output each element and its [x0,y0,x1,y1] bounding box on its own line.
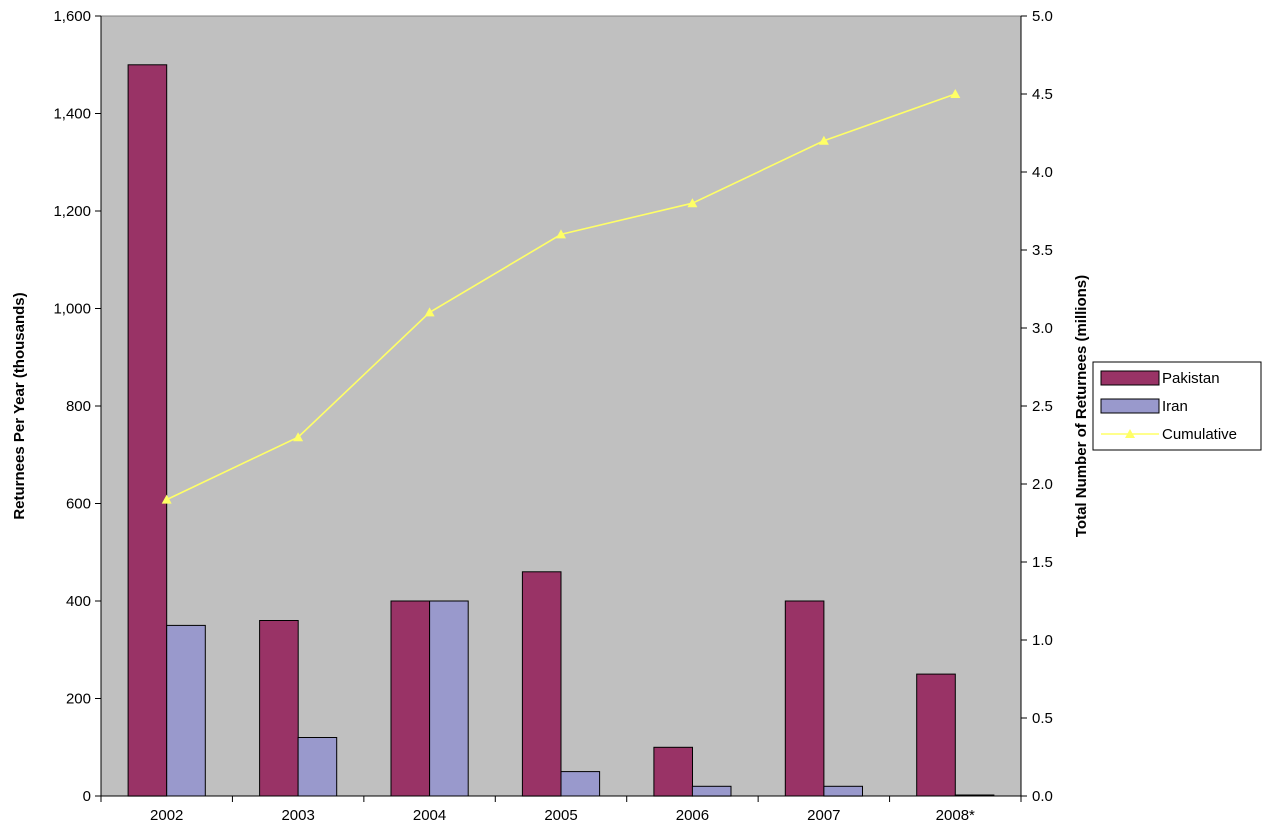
x-tick-label-2005: 2005 [544,807,577,824]
y2-axis-ticks: 0.0 0.5 1.0 1.5 2.0 2.5 3.0 3.5 4.0 4.5 5.0 [1021,8,1053,805]
y2-tick-label: 4.0 [1032,164,1053,181]
legend: Pakistan Iran Cumulative [1092,361,1262,451]
bar-iran-2004 [429,600,469,797]
legend-marker-cumulative [1125,429,1135,438]
y-tick-label: 400 [66,593,91,610]
bar-iran-2006 [691,785,732,797]
bar-iran-2005 [560,771,601,797]
bar-pakistan-2003 [259,620,299,797]
y-tick-label: 1,200 [53,203,91,220]
marker-cumulative-2005 [556,229,566,239]
marker-cumulative-2002 [161,494,172,504]
y2-tick-label: 1.5 [1032,554,1053,571]
y-tick-label: 1,000 [53,301,91,318]
bar-pakistan-2005 [521,571,562,797]
bars-layer [127,64,995,797]
y2-tick-label: 3.0 [1032,320,1053,337]
x-tick-label-2004: 2004 [413,807,446,824]
marker-cumulative-2006 [687,198,698,208]
bar-pakistan-2004 [390,600,431,797]
y2-tick-label: 5.0 [1032,8,1053,25]
bar-pakistan-2007 [784,600,825,797]
x-tick-label-2007: 2007 [807,807,840,824]
bar-iran-2003 [297,737,338,797]
bar-pakistan-2008 [916,673,956,797]
x-tick-label-2002: 2002 [150,807,183,824]
legend-label-pakistan: Pakistan [1162,370,1220,387]
legend-swatch-iran [1100,398,1160,414]
y-tick-label: 1,600 [53,8,91,25]
bar-iran-2007 [823,785,864,797]
y-tick-label: 800 [66,398,91,415]
marker-cumulative-2003 [293,432,304,442]
y2-tick-label: 0.5 [1032,710,1053,727]
y2-tick-label: 1.0 [1032,632,1053,649]
y2-axis-title: Total Number of Returnees (millions) [1073,275,1090,537]
x-tick-label-2003: 2003 [281,807,314,824]
y2-tick-label: 2.5 [1032,398,1053,415]
marker-cumulative-2004 [424,307,435,317]
legend-swatch-pakistan [1100,370,1160,386]
y-tick-label: 1,400 [53,106,91,123]
y-axis-ticks: 0 200 400 600 800 1,000 1,200 1,400 1,600 [53,8,101,805]
y2-tick-label: 0.0 [1032,788,1053,805]
cumulative-line-layer [161,89,961,504]
bar-pakistan-2002 [127,64,168,797]
y2-tick-label: 3.5 [1032,242,1053,259]
y-axis-title: Returnees Per Year (thousands) [11,292,28,519]
y2-tick-label: 4.5 [1032,86,1053,103]
legend-label-iran: Iran [1162,398,1188,415]
marker-cumulative-2007 [818,135,829,145]
bar-pakistan-2006 [653,746,694,797]
x-axis-ticks: 2002 2003 2004 2005 2006 2007 2008* [100,796,1022,824]
legend-label-cumulative: Cumulative [1162,426,1237,443]
bar-iran-2002 [166,624,206,797]
x-tick-label-2006: 2006 [676,807,709,824]
y-tick-label: 200 [66,691,91,708]
y2-tick-label: 2.0 [1032,476,1053,493]
marker-cumulative-2008 [950,89,961,98]
x-tick-label-2008: 2008* [936,807,975,824]
y-tick-label: 600 [66,496,91,513]
y-tick-label: 0 [83,788,91,805]
